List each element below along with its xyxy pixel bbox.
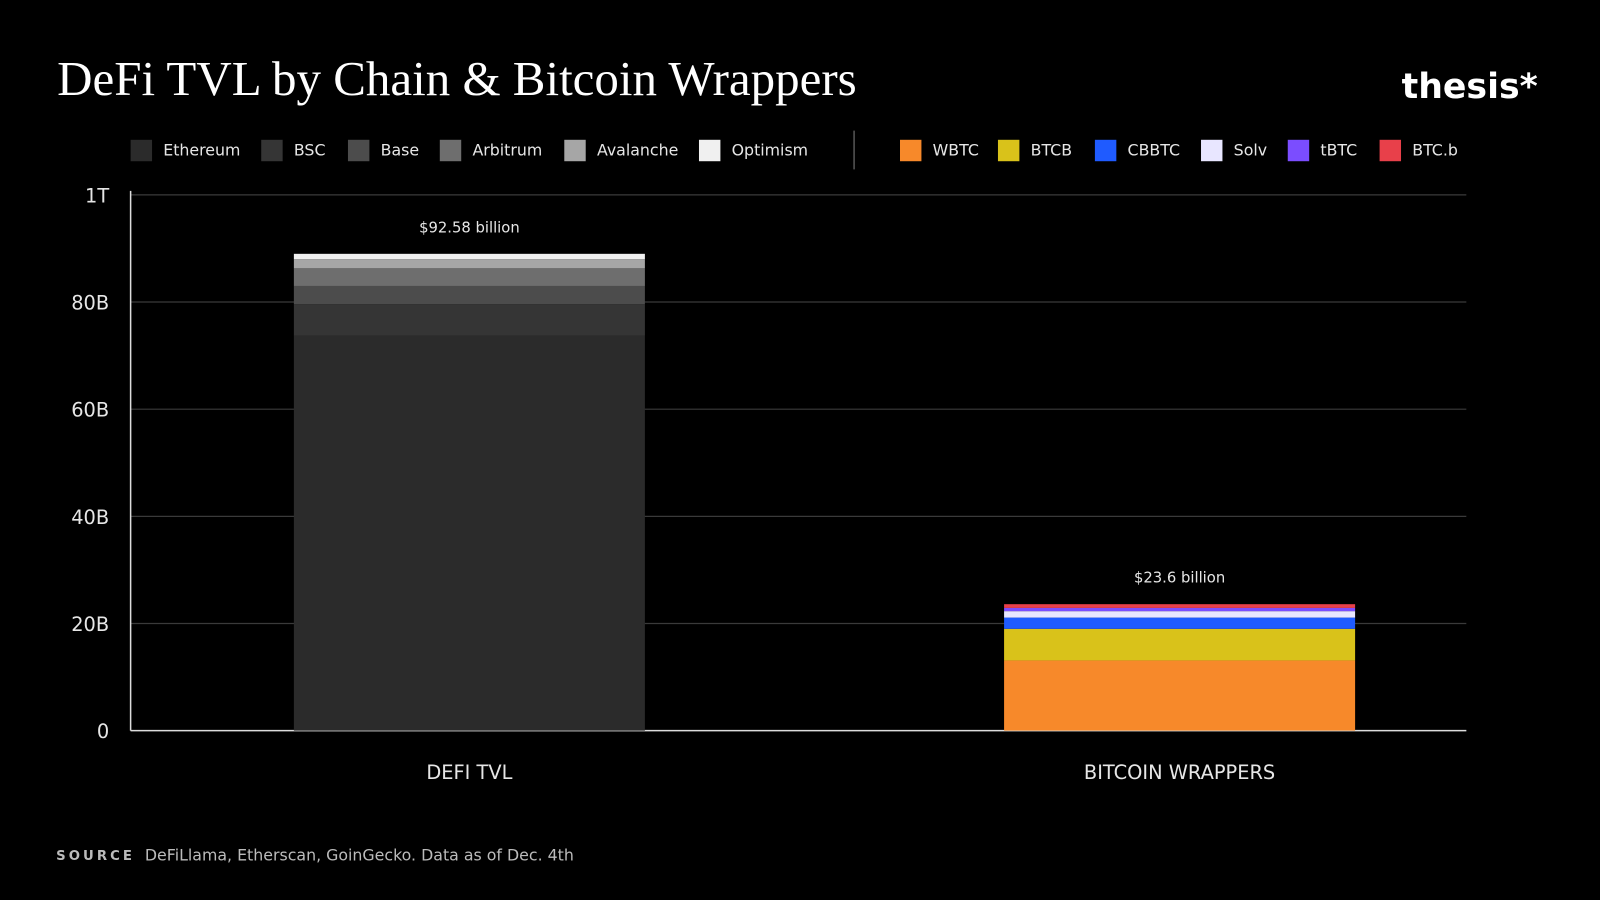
- legend-swatch: [564, 139, 586, 162]
- legend-label: Solv: [1234, 141, 1267, 160]
- legend-label: CBBTC: [1128, 141, 1180, 160]
- logo: thesis*: [1402, 67, 1538, 107]
- bar-segment: [1004, 607, 1356, 612]
- bar-segment: [293, 268, 645, 286]
- chart-title: DeFi TVL by Chain & Bitcoin Wrappers: [57, 51, 857, 106]
- legend-label: WBTC: [933, 141, 979, 160]
- legend-swatch: [347, 139, 370, 162]
- bar-segment: [293, 259, 645, 269]
- legend-label: Avalanche: [597, 141, 678, 160]
- y-tick-label: 1T: [85, 184, 109, 207]
- y-tick-label: 60B: [71, 399, 109, 422]
- bar-segment: [293, 304, 645, 336]
- bar-segment: [293, 285, 645, 305]
- bar-segment: [1004, 660, 1356, 731]
- legend-label: tBTC: [1320, 141, 1357, 160]
- y-tick-label: 80B: [71, 292, 109, 315]
- y-tick-label: 20B: [71, 613, 109, 636]
- total-label: $23.6 billion: [1134, 570, 1225, 587]
- bar-segment: [1004, 628, 1356, 661]
- legend-swatch: [439, 139, 462, 162]
- legend-label: BTCB: [1031, 141, 1072, 160]
- legend-label: BSC: [294, 141, 326, 160]
- bar-segment: [1004, 611, 1356, 618]
- bar-segment: [1004, 617, 1356, 629]
- legend-label: Ethereum: [163, 141, 240, 160]
- legend-label: BTC.b: [1412, 141, 1458, 160]
- bar-segment: [293, 335, 645, 731]
- total-label: $92.58 billion: [419, 219, 520, 236]
- legend-swatch: [997, 139, 1020, 162]
- source-text: DeFiLlama, Etherscan, GoinGecko. Data as…: [145, 846, 574, 865]
- legend-swatch: [1094, 139, 1117, 162]
- x-tick-label: DEFI TVL: [426, 761, 512, 784]
- y-tick-label: 40B: [71, 506, 109, 529]
- bar-segment: [293, 253, 645, 260]
- legend-label: Optimism: [732, 141, 808, 160]
- legend-swatch: [1379, 139, 1402, 162]
- legend-swatch: [1201, 139, 1223, 162]
- legend-swatch: [1287, 139, 1310, 162]
- legend-swatch: [698, 139, 721, 162]
- source-label: SOURCE: [56, 849, 135, 864]
- y-tick-label: 0: [97, 720, 109, 743]
- legend-swatch: [130, 139, 153, 162]
- bar-segment: [1004, 604, 1356, 608]
- legend-label: Arbitrum: [472, 141, 542, 160]
- legend-swatch: [261, 139, 283, 162]
- legend-label: Base: [381, 141, 419, 160]
- x-tick-label: BITCOIN WRAPPERS: [1084, 761, 1275, 784]
- legend-swatch: [900, 139, 922, 162]
